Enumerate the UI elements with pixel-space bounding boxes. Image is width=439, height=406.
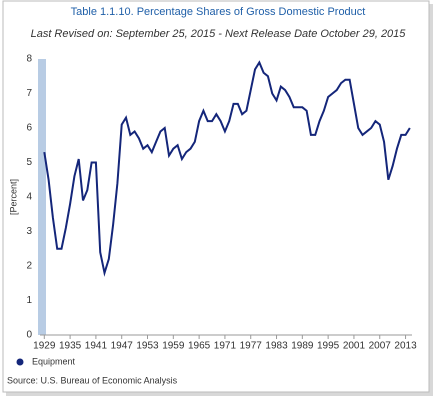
- source: Source: U.S. Bureau of Economic Analysis: [7, 375, 178, 385]
- y-tick-label: 6: [26, 123, 32, 134]
- x-tick-label: 2007: [369, 341, 392, 352]
- series-line: [43, 60, 411, 277]
- y-tick-label: 1: [26, 295, 32, 306]
- x-tick-label: 1941: [85, 341, 108, 352]
- x-tick-label: 1929: [33, 341, 56, 352]
- x-tick-label: 1977: [240, 341, 263, 352]
- legend-marker: [16, 358, 24, 366]
- x-tick-label: 1971: [214, 341, 237, 352]
- y-tick-label: 3: [26, 226, 32, 237]
- x-tick-label: 1953: [136, 341, 159, 352]
- y-tick-label: 2: [26, 261, 32, 272]
- x-tick-label: 1947: [111, 341, 134, 352]
- x-tick-label: 1995: [317, 341, 340, 352]
- x-tick-label: 1989: [291, 341, 314, 352]
- chart-subtitle: Last Revised on: September 25, 2015 - Ne…: [31, 28, 407, 40]
- frame: [2, 0, 430, 393]
- y-tick-label: 8: [26, 54, 32, 65]
- x-tick-label: 1965: [188, 341, 211, 352]
- y-axis-label: [Percent]: [8, 179, 18, 215]
- x-tick-label: 1935: [59, 341, 82, 352]
- chart-title: Table 1.1.10. Percentage Shares of Gross…: [71, 6, 366, 18]
- y-tick-label: 5: [26, 157, 32, 168]
- x-tick-label: 1959: [162, 341, 185, 352]
- y-tick-label: 4: [26, 192, 32, 203]
- y-tick-label: 0: [26, 330, 32, 341]
- legend-label: Equipment: [32, 356, 76, 366]
- axis-band: [38, 59, 46, 335]
- y-tick-label: 7: [26, 88, 32, 99]
- x-tick-label: 1983: [265, 341, 288, 352]
- x-tick-label: 2001: [343, 341, 366, 352]
- x-tick-label: 2013: [394, 341, 417, 352]
